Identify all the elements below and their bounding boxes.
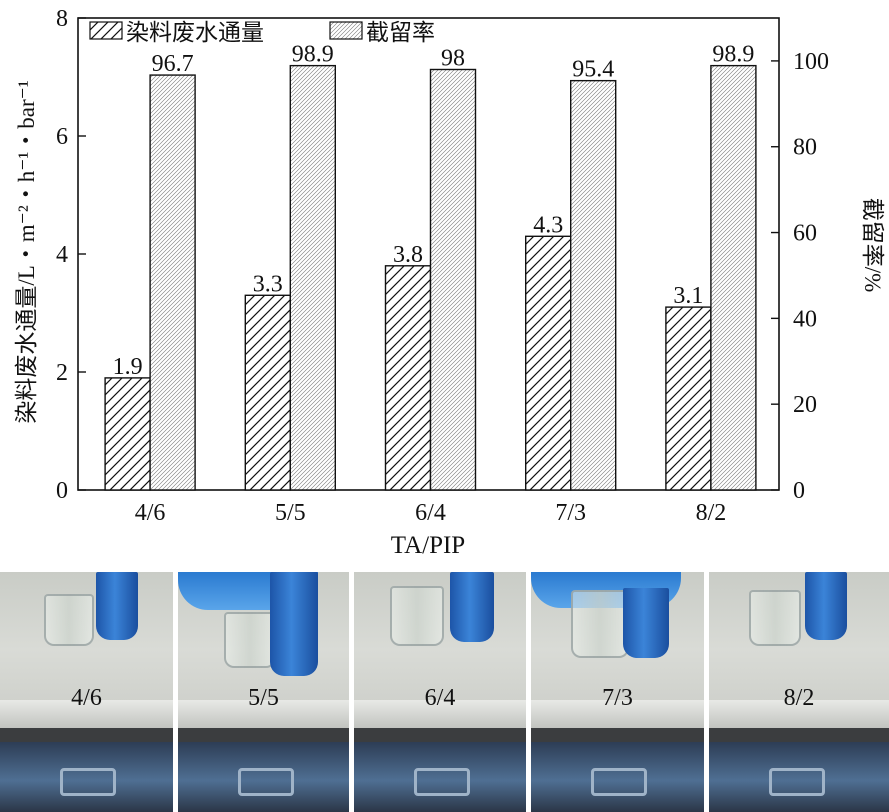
y-tick-label-left: 8 <box>56 6 68 32</box>
data-label-rejection: 95.4 <box>572 57 614 83</box>
bar-chart: 024680204060801004/61.996.75/53.398.96/4… <box>14 6 885 559</box>
y-tick-label-left: 0 <box>56 478 68 504</box>
x-tick-label: 6/4 <box>415 500 446 526</box>
bar-flux <box>244 294 292 491</box>
bar-flux <box>384 265 432 491</box>
data-label-rejection: 98.9 <box>712 42 754 68</box>
bar-flux <box>525 235 572 491</box>
data-label-flux: 4.3 <box>533 212 563 238</box>
data-label-rejection: 96.7 <box>152 51 194 77</box>
legend-swatch-flux <box>89 21 123 40</box>
data-label-flux: 3.8 <box>393 242 423 268</box>
sample-photo-label: 5/5 <box>248 685 279 711</box>
data-label-rejection: 98.9 <box>292 42 334 68</box>
sample-photo-3: 6/4 <box>354 572 526 812</box>
x-tick-label: 5/5 <box>275 500 306 526</box>
y-axis-title-left: 染料废水通量/L・m⁻²・h⁻¹・bar⁻¹ <box>14 80 39 423</box>
y-tick-label-right: 40 <box>793 306 817 332</box>
y-tick-label-right: 0 <box>793 478 805 504</box>
bar-rejection <box>570 79 617 491</box>
y-tick-label-right: 100 <box>793 49 829 75</box>
legend-swatch-rejection <box>329 21 363 40</box>
sample-photo-4: 7/3 <box>531 572 704 812</box>
y-tick-label-left: 4 <box>56 242 68 268</box>
x-tick-label: 4/6 <box>135 500 166 526</box>
y-tick-label-right: 20 <box>793 392 817 418</box>
y-tick-label-left: 6 <box>56 124 68 150</box>
sample-photo-label: 4/6 <box>71 685 102 711</box>
data-label-flux: 3.1 <box>673 283 703 309</box>
bar-rejection <box>710 64 757 491</box>
bar-rejection <box>429 68 477 491</box>
bar-flux <box>665 306 712 491</box>
x-tick-label: 8/2 <box>696 500 727 526</box>
x-tick-label: 7/3 <box>555 500 586 526</box>
sample-photo-5: 8/2 <box>709 572 889 812</box>
sample-photo-label: 6/4 <box>424 685 456 711</box>
sample-photo-strip: 4/6 5/5 6/4 7/3 8/2 <box>0 572 889 812</box>
sample-photo-label: 8/2 <box>783 685 815 711</box>
data-label-flux: 3.3 <box>253 271 283 297</box>
legend-label-flux: 染料废水通量 <box>126 20 264 45</box>
sample-photo-label: 7/3 <box>602 685 633 711</box>
y-axis-title-right: 截留率/% <box>860 198 885 293</box>
y-tick-label-left: 2 <box>56 360 68 386</box>
x-axis-title: TA/PIP <box>391 532 465 559</box>
data-label-flux: 1.9 <box>113 354 143 380</box>
legend-label-rejection: 截留率 <box>366 20 435 45</box>
sample-photo-1: 4/6 <box>0 572 173 812</box>
bar-rejection <box>289 64 336 491</box>
y-tick-label-right: 80 <box>793 135 817 161</box>
sample-photo-2: 5/5 <box>178 572 349 812</box>
legend: 染料废水通量 截留率 <box>89 20 435 45</box>
bar-flux <box>104 377 151 491</box>
bar-rejection <box>149 74 196 491</box>
y-tick-label-right: 60 <box>793 221 817 247</box>
data-label-rejection: 98 <box>441 45 465 71</box>
